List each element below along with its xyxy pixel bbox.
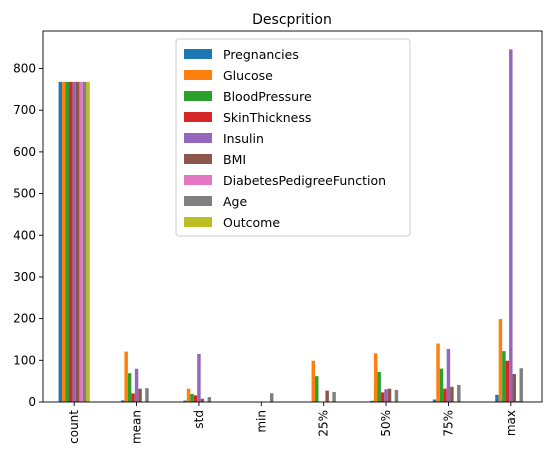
y-tick-label: 600 xyxy=(13,145,36,159)
legend-swatch xyxy=(184,70,212,80)
legend-label: Outcome xyxy=(223,215,280,230)
legend-swatch xyxy=(184,91,212,101)
bar-std-Glucose xyxy=(187,389,190,402)
bar-75%-Age xyxy=(457,385,460,402)
x-tick-label: max xyxy=(504,410,518,436)
x-tick-label: mean xyxy=(130,410,144,444)
bar-50%-BMI xyxy=(388,389,391,402)
bar-count-Outcome xyxy=(86,82,89,402)
bar-25%-Glucose xyxy=(312,361,315,402)
legend: Pregnancies Glucose BloodPressure SkinThick… xyxy=(176,39,410,236)
bar-50%-Age xyxy=(395,390,398,402)
bar-mean-BloodPressure xyxy=(128,373,131,402)
bar-max-BMI xyxy=(513,374,516,402)
bar-std-BMI xyxy=(201,399,204,402)
legend-label: Age xyxy=(223,194,247,209)
legend-swatch xyxy=(184,154,212,164)
bar-50%-SkinThickness xyxy=(381,392,384,402)
x-tick-label: count xyxy=(67,410,81,444)
y-tick-label: 700 xyxy=(13,103,36,117)
bar-50%-Insulin xyxy=(384,389,387,402)
bar-50%-Glucose xyxy=(374,353,377,402)
bar-std-BloodPressure xyxy=(190,394,193,402)
legend-label: Pregnancies xyxy=(223,47,299,62)
y-tick-label: 100 xyxy=(13,353,36,367)
bar-mean-Insulin xyxy=(135,369,138,402)
bar-75%-Glucose xyxy=(436,344,439,402)
bar-count-Pregnancies xyxy=(59,82,62,402)
x-tick-label: 25% xyxy=(317,410,331,437)
bar-max-BloodPressure xyxy=(502,351,505,402)
bar-std-SkinThickness xyxy=(194,395,197,402)
bar-count-Age xyxy=(83,82,86,402)
legend-label: BloodPressure xyxy=(223,89,312,104)
legend-swatch xyxy=(184,196,212,206)
legend-swatch xyxy=(184,175,212,185)
bar-max-Glucose xyxy=(499,319,502,402)
x-tick-label: 75% xyxy=(441,410,455,437)
y-tick-label: 800 xyxy=(13,62,36,76)
legend-swatch xyxy=(184,112,212,122)
x-tick-label: min xyxy=(254,410,268,433)
legend-swatch xyxy=(184,133,212,143)
bar-mean-BMI xyxy=(138,389,141,402)
legend-label: BMI xyxy=(223,152,246,167)
y-tick-label: 500 xyxy=(13,187,36,201)
bar-mean-Age xyxy=(145,388,148,402)
bar-max-SkinThickness xyxy=(506,361,509,402)
bar-max-Pregnancies xyxy=(495,395,498,402)
legend-label: Glucose xyxy=(223,68,273,83)
y-tick-label: 300 xyxy=(13,270,36,284)
bar-max-Insulin xyxy=(509,49,512,402)
legend-swatch xyxy=(184,49,212,59)
bar-count-SkinThickness xyxy=(69,82,72,402)
bar-count-Glucose xyxy=(62,82,65,402)
bar-count-BloodPressure xyxy=(66,82,69,402)
legend-swatch xyxy=(184,217,212,227)
bar-mean-Glucose xyxy=(124,352,127,402)
bar-75%-BloodPressure xyxy=(440,369,443,402)
bar-25%-BloodPressure xyxy=(315,376,318,402)
y-tick-label: 200 xyxy=(13,312,36,326)
x-tick-label: 50% xyxy=(379,410,393,437)
bar-50%-BloodPressure xyxy=(377,372,380,402)
y-tick-label: 0 xyxy=(28,395,36,409)
bar-count-Insulin xyxy=(72,82,75,402)
bar-max-Age xyxy=(519,368,522,402)
bar-min-Age xyxy=(270,393,273,402)
chart-title: Descprition xyxy=(252,12,332,28)
bar-count-DiabetesPedigreeFunction xyxy=(79,82,82,402)
legend-label: DiabetesPedigreeFunction xyxy=(223,173,386,188)
y-tick-label: 400 xyxy=(13,228,36,242)
legend-label: Insulin xyxy=(223,131,264,146)
bar-25%-BMI xyxy=(325,391,328,402)
bar-count-BMI xyxy=(76,82,79,402)
bar-75%-SkinThickness xyxy=(443,389,446,402)
bar-75%-BMI xyxy=(450,387,453,402)
bar-25%-Age xyxy=(332,392,335,402)
bar-std-Insulin xyxy=(197,354,200,402)
x-tick-label: std xyxy=(192,410,206,429)
bar-mean-SkinThickness xyxy=(131,393,134,402)
bar-std-Age xyxy=(208,397,211,402)
bar-75%-Insulin xyxy=(447,349,450,402)
legend-label: SkinThickness xyxy=(223,110,311,125)
